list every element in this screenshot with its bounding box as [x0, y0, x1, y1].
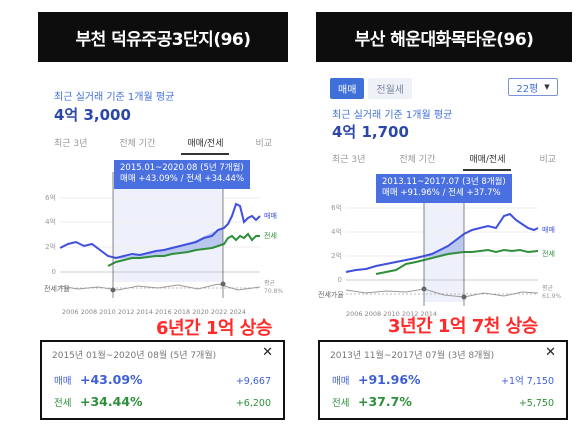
- left-tabs: 최근 3년 전체 기간 매매/전세 비교: [48, 136, 278, 155]
- chevron-down-icon: ▼: [544, 83, 550, 91]
- y-tick: 4억: [331, 228, 342, 236]
- sale-line: [345, 212, 539, 273]
- right-summary-card: 2013년 11월~2017년 07월 (3년 8개월) ✕ 매매 +91.96…: [318, 340, 568, 420]
- card-row-sale: 매매 +43.09% +9,667: [54, 372, 271, 387]
- sale-series-label: 매매: [264, 212, 277, 220]
- right-overlay-caption: 3년간 1억 7천 상승: [388, 316, 538, 337]
- range-fill: [424, 234, 464, 258]
- tooltip-change: 매매 +43.09% / 전세 +34.44%: [120, 174, 245, 185]
- jeonse-rate-line: [59, 283, 261, 291]
- y-tick: 2억: [45, 243, 56, 251]
- y-tick: 0: [52, 268, 56, 276]
- left-banner-title: 부천 덕유주공3단지(96): [38, 12, 288, 62]
- sale-line: [59, 202, 261, 260]
- jeonse-line: [107, 232, 260, 267]
- tab-all-period[interactable]: 전체 기간: [399, 155, 436, 165]
- pill-rent[interactable]: 전월세: [368, 78, 413, 99]
- jeonse-line: [375, 248, 539, 275]
- right-banner-title: 부산 해운대화목타운(96): [316, 12, 572, 62]
- pill-sale[interactable]: 매매: [330, 78, 365, 99]
- range-end-dot: [220, 281, 226, 287]
- close-icon[interactable]: ✕: [262, 345, 273, 360]
- card-row-amount: +9,667: [235, 376, 271, 387]
- range-end-dot: [461, 294, 467, 300]
- card-row-pct: +91.96%: [358, 372, 421, 387]
- card-row-label: 전세: [332, 398, 350, 409]
- tooltip-period: 2013.11~2017.07 (3년 8개월): [382, 177, 506, 187]
- trade-type-toggle: 매매 전월세: [330, 78, 413, 99]
- avg-value: 61.9%: [542, 293, 561, 300]
- y-tick: 4억: [45, 218, 56, 226]
- y-tick: 6억: [45, 194, 56, 202]
- card-row-label: 매매: [332, 376, 350, 387]
- card-row-jeonse: 전세 +34.44% +6,200: [54, 394, 271, 409]
- card-row-label: 전세: [54, 398, 72, 409]
- right-range-tooltip: 2013.11~2017.07 (3년 8개월) 매매 +91.96% / 전세…: [376, 174, 512, 203]
- left-summary-card: 2015년 01월~2020년 08월 (5년 7개월) ✕ 매매 +43.09…: [40, 340, 285, 420]
- y-tick: 6억: [331, 204, 342, 212]
- selected-range: [113, 172, 223, 282]
- x-axis-years: 2006 2008 2010 2012 2014 2016 2018 2020 …: [62, 308, 246, 316]
- x-axis-years: 2006 2008 2010 2012 2014: [346, 310, 437, 318]
- tab-compare[interactable]: 비교: [255, 139, 272, 149]
- avg-value: 70.8%: [264, 288, 283, 295]
- tab-all-period[interactable]: 전체 기간: [119, 139, 156, 149]
- card-period: 2015년 01월~2020년 08월 (5년 7개월): [52, 351, 217, 361]
- tab-recent-3y[interactable]: 최근 3년: [332, 155, 366, 165]
- right-price: 4억 1,700: [332, 123, 409, 141]
- card-row-pct: +34.44%: [80, 394, 143, 409]
- card-row-pct: +37.7%: [358, 394, 412, 409]
- range-fill: [113, 228, 223, 259]
- left-price-chart: 6억 4억 2억 0 매매 전세 전세가율 평균 70.8% 2006 2008…: [44, 172, 283, 316]
- jeonse-series-label: 전세: [264, 231, 277, 240]
- right-price-chart: 6억 4억 2억 0 매매 전세 전세가율 평균 61.9% 2006 2008…: [318, 194, 561, 318]
- avg-label: 평균: [264, 279, 276, 287]
- card-row-sale: 매매 +91.96% +1억 7,150: [332, 372, 554, 387]
- card-row-label: 매매: [54, 376, 72, 387]
- tab-compare[interactable]: 비교: [539, 155, 556, 165]
- right-subtitle: 최근 실거래 기준 1개월 평균: [332, 110, 453, 121]
- close-icon[interactable]: ✕: [545, 345, 556, 360]
- right-tabs: 최근 3년 전체 기간 매매/전세 비교: [326, 152, 562, 171]
- tab-sale-jeonse[interactable]: 매매/전세: [463, 152, 512, 171]
- card-row-pct: +43.09%: [80, 372, 143, 387]
- avg-label: 평균: [542, 284, 554, 292]
- tooltip-change: 매매 +91.96% / 전세 +37.7%: [382, 188, 501, 199]
- jeonse-series-label: 전세: [542, 249, 555, 258]
- left-range-tooltip: 2015.01~2020.08 (5년 7개월) 매매 +43.09% / 전세…: [114, 160, 251, 189]
- left-panel: 부천 덕유주공3단지(96) 최근 실거래 기준 1개월 평균 4억 3,000…: [38, 0, 288, 435]
- range-start-dot: [421, 286, 427, 292]
- jeonse-rate-label: 전세가율: [44, 284, 70, 293]
- card-row-amount: +1억 7,150: [501, 376, 554, 387]
- y-tick: 0: [338, 276, 342, 284]
- tooltip-period: 2015.01~2020.08 (5년 7개월): [120, 163, 244, 173]
- jeonse-rate-label: 전세가율: [318, 290, 344, 299]
- card-period: 2013년 11월~2017년 07월 (3년 8개월): [330, 351, 495, 361]
- card-row-amount: +6,200: [235, 398, 271, 409]
- left-subtitle: 최근 실거래 기준 1개월 평균: [54, 92, 175, 103]
- pyeong-select[interactable]: 22평 ▼: [508, 78, 558, 96]
- card-row-amount: +5,750: [518, 398, 554, 409]
- card-row-jeonse: 전세 +37.7% +5,750: [332, 394, 554, 409]
- pyeong-value: 22평: [516, 83, 539, 95]
- tab-sale-jeonse[interactable]: 매매/전세: [181, 136, 230, 155]
- tab-recent-3y[interactable]: 최근 3년: [54, 139, 88, 149]
- sale-series-label: 매매: [542, 226, 555, 234]
- left-overlay-caption: 6년간 1억 상승: [156, 318, 272, 339]
- range-start-dot: [110, 287, 116, 293]
- left-price: 4억 3,000: [54, 106, 131, 124]
- jeonse-rate-line: [345, 288, 539, 298]
- right-panel: 부산 해운대화목타운(96) 매매 전월세 22평 ▼ 최근 실거래 기준 1개…: [316, 0, 572, 435]
- y-tick: 2억: [331, 252, 342, 260]
